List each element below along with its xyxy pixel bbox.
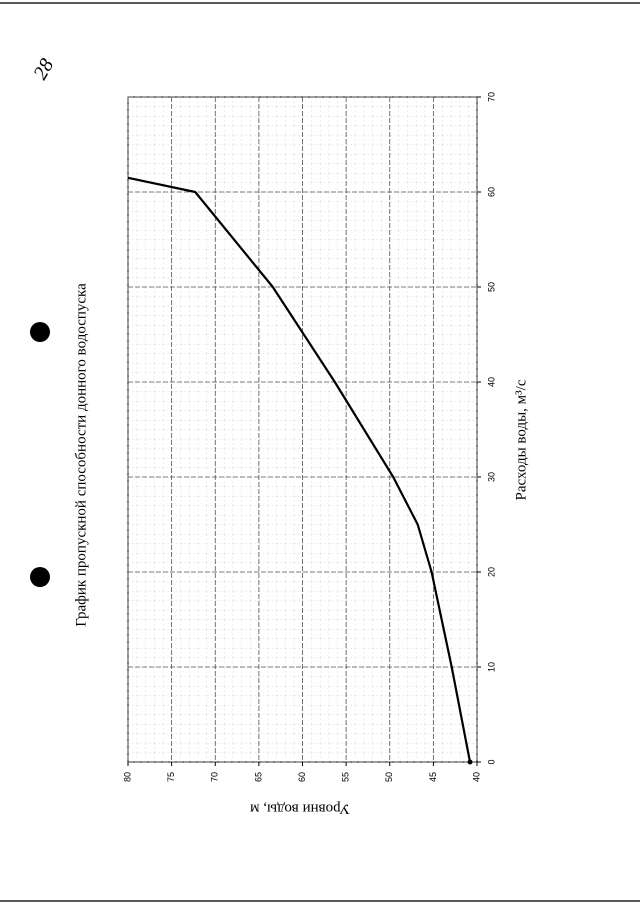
punch-hole xyxy=(30,567,50,587)
punch-hole xyxy=(30,322,50,342)
y-tick-label: 40 xyxy=(471,772,481,782)
x-tick-label: 0 xyxy=(486,759,496,764)
y-axis-label: Уровни воды, м xyxy=(250,801,350,817)
x-tick-label: 70 xyxy=(486,92,496,102)
y-tick-label: 50 xyxy=(384,772,394,782)
data-line xyxy=(127,176,472,763)
y-tick-label: 60 xyxy=(297,772,307,782)
x-tick-label: 50 xyxy=(486,282,496,292)
y-tick-label: 55 xyxy=(341,772,351,782)
x-tick-label: 60 xyxy=(486,187,496,197)
x-tick-label: 10 xyxy=(486,662,496,672)
y-tick-label: 45 xyxy=(428,772,438,782)
x-tick-label: 40 xyxy=(486,377,496,387)
x-tick-label: 20 xyxy=(486,567,496,577)
x-tick-label: 30 xyxy=(486,472,496,482)
y-tick-label: 70 xyxy=(210,772,220,782)
x-axis-label: Расходы воды, м³/с xyxy=(513,379,529,500)
y-tick-label: 80 xyxy=(122,772,132,782)
start-point xyxy=(467,759,473,765)
chart: 0 10 20 30 40 50 60 70 40 45 50 55 60 65 70 75 80 xyxy=(122,92,496,782)
page-number: 28 xyxy=(29,55,58,83)
chart-title: График пропускной способности донного во… xyxy=(73,283,89,627)
y-tick-label: 65 xyxy=(253,772,263,782)
y-tick-label: 75 xyxy=(166,772,176,782)
